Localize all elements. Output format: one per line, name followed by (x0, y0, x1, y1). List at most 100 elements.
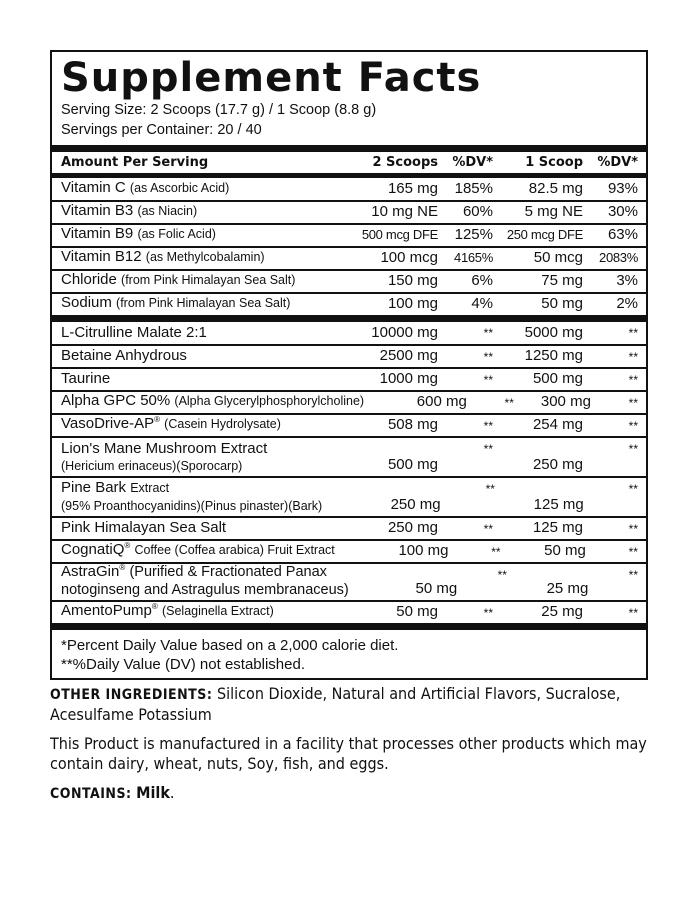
dv-1-scoop: ** (628, 522, 638, 536)
nutrient-note: Coffee (Coffea arabica) Fruit Extract (134, 543, 335, 557)
table-row: Lion's Mane Mushroom Extract (Hericium er… (52, 436, 646, 476)
nutrient-label: Lion's Mane Mushroom Extract (61, 440, 268, 457)
nutrient-name: Vitamin B12 (as Methylcobalamin) (61, 247, 318, 269)
dv-2-scoops: 60% (462, 203, 493, 220)
nutrient-detail: notoginseng and Astragulus membranaceus) (61, 582, 349, 598)
thick-divider (52, 623, 646, 630)
amount-1-scoop: 75 mg (541, 272, 583, 289)
table-row: AstraGin® (Purified & Fractionated Panax… (52, 562, 646, 600)
nutrient-name: Sodium (from Pink Himalayan Sea Salt) (61, 293, 318, 315)
thick-divider (52, 145, 646, 152)
table-row: Vitamin B9 (as Folic Acid) 500 mcg DFE 125… (52, 223, 646, 246)
contains-period: . (169, 783, 175, 802)
contains-label: CONTAINS: (50, 786, 132, 802)
dv-2-scoops: ** (483, 326, 493, 340)
amount-2-scoops: 508 mg (387, 416, 438, 433)
nutrient-note: (from Pink Himalayan Sea Salt) (116, 296, 291, 310)
label-notes: OTHER INGREDIENTS: Silicon Dioxide, Natu… (50, 684, 650, 813)
nutrient-label: Sodium (61, 294, 112, 311)
ingredient-section: L-Citrulline Malate 2:1 10000 mg ** 5000 mg… (52, 322, 646, 623)
nutrient-name: AstraGin® (Purified & Fractionated Panax… (61, 558, 349, 600)
header-2-scoops: 2 Scoops (372, 155, 438, 170)
other-ingredients-label: OTHER INGREDIENTS: (50, 687, 213, 703)
amount-2-scoops: 10 mg NE (371, 203, 438, 220)
dv-2-scoops: ** (483, 419, 493, 433)
nutrient-note: (as Ascorbic Acid) (129, 181, 230, 195)
nutrient-note: (Purified & Fractionated Panax (129, 564, 327, 580)
nutrient-label: Betaine Anhydrous (61, 347, 187, 364)
nutrient-note: (Casein Hydrolysate) (164, 417, 281, 431)
footnotes: *Percent Daily Value based on a 2,000 ca… (52, 630, 646, 678)
amount-2-scoops: 50 mg (415, 580, 458, 597)
nutrient-note: (Selaginella Extract) (161, 604, 274, 618)
dv-2-scoops: ** (483, 350, 493, 364)
table-row: Vitamin C (as Ascorbic Acid) 165 mg 185% 82… (52, 178, 646, 200)
nutrient-name: L-Citrulline Malate 2:1 (61, 323, 318, 344)
nutrient-label: Vitamin C (61, 179, 126, 196)
amount-2-scoops: 150 mg (387, 272, 438, 289)
dv-2-scoops: 185% (454, 180, 493, 197)
nutrient-note: (as Niacin) (137, 204, 198, 218)
nutrient-note: (as Methylcobalamin) (145, 250, 265, 264)
nutrient-name: Betaine Anhydrous (61, 346, 318, 367)
dv-1-scoop: 63% (607, 226, 638, 243)
dv-2-scoops: 125% (454, 226, 493, 243)
nutrient-name: Chloride (from Pink Himalayan Sea Salt) (61, 270, 318, 292)
contains: CONTAINS: Milk. (50, 783, 650, 804)
dv-2-scoops: ** (485, 482, 495, 496)
nutrient-label: Vitamin B9 (61, 225, 134, 242)
dv-1-scoop: ** (628, 442, 638, 456)
table-row: Taurine 1000 mg ** 500 mg ** (52, 367, 646, 390)
amount-2-scoops: 165 mg (387, 180, 438, 197)
table-row: Chloride (from Pink Himalayan Sea Salt) 1… (52, 269, 646, 292)
dv-2-scoops: ** (497, 568, 507, 582)
dv-1-scoop: 30% (607, 203, 638, 220)
contains-allergen: Milk (136, 783, 170, 802)
header-1-scoop: 1 Scoop (525, 155, 583, 170)
amount-1-scoop: 500 mg (532, 370, 583, 387)
table-row: Betaine Anhydrous 2500 mg ** 1250 mg ** (52, 344, 646, 367)
amount-1-scoop: 250 mg (532, 456, 583, 473)
table-row: VasoDrive-AP® (Casein Hydrolysate) 508 mg… (52, 413, 646, 436)
amount-2-scoops: 100 mg (398, 542, 449, 559)
nutrient-name: Alpha GPC 50% (Alpha Glycerylphosphorylc… (61, 391, 364, 413)
table-row: Vitamin B12 (as Methylcobalamin) 100 mcg 4… (52, 246, 646, 269)
registered-mark: ® (119, 563, 126, 572)
dv-2-scoops: ** (483, 442, 493, 456)
other-ingredients: OTHER INGREDIENTS: Silicon Dioxide, Natu… (50, 684, 650, 725)
amount-2-scoops: 500 mcg DFE (361, 227, 438, 242)
table-row: AmentoPump® (Selaginella Extract) 50 mg **… (52, 600, 646, 623)
dv-1-scoop: ** (628, 545, 638, 559)
header-dv-1: %DV* (452, 155, 493, 170)
table-header: Amount Per Serving 2 Scoops %DV* 1 Scoop… (52, 152, 646, 173)
table-row: Pine Bark Extract (95% Proanthocyanidins)… (52, 476, 646, 516)
amount-1-scoop: 50 mg (541, 295, 583, 312)
amount-2-scoops: 100 mg (387, 295, 438, 312)
amount-2-scoops: 250 mg (390, 496, 441, 513)
amount-1-scoop: 1250 mg (524, 347, 583, 364)
amount-1-scoop: 250 mcg DFE (506, 227, 583, 242)
dv-2-scoops: ** (483, 373, 493, 387)
nutrient-name: Pine Bark Extract (95% Proanthocyanidins)… (61, 478, 322, 516)
amount-1-scoop: 300 mg (540, 393, 591, 410)
nutrient-detail: (95% Proanthocyanidins)(Pinus pinaster)(… (61, 499, 323, 513)
footnote-dv: *Percent Daily Value based on a 2,000 ca… (61, 637, 399, 654)
nutrient-label: Chloride (61, 271, 117, 288)
amount-2-scoops: 50 mg (396, 603, 438, 620)
dv-2-scoops: ** (491, 545, 501, 559)
dv-1-scoop: ** (628, 350, 638, 364)
table-row: CognatiQ® Coffee (Coffea arabica) Fruit … (52, 539, 646, 562)
nutrient-name: VasoDrive-AP® (Casein Hydrolysate) (61, 410, 318, 436)
nutrient-note: (as Folic Acid) (137, 227, 216, 241)
amount-1-scoop: 25 mg (541, 603, 583, 620)
facility-note: This Product is manufactured in a facili… (50, 734, 647, 773)
dv-1-scoop: 2% (616, 295, 638, 312)
nutrient-note: Extract (130, 481, 170, 495)
nutrient-label: Vitamin B12 (61, 248, 142, 265)
panel-title: Supplement Facts (61, 55, 482, 101)
amount-2-scoops: 2500 mg (379, 347, 438, 364)
table-row: Sodium (from Pink Himalayan Sea Salt) 100… (52, 292, 646, 315)
dv-1-scoop: ** (628, 482, 638, 496)
thick-divider (52, 173, 646, 178)
table-row: Pink Himalayan Sea Salt 250 mg ** 125 mg ** (52, 516, 646, 539)
